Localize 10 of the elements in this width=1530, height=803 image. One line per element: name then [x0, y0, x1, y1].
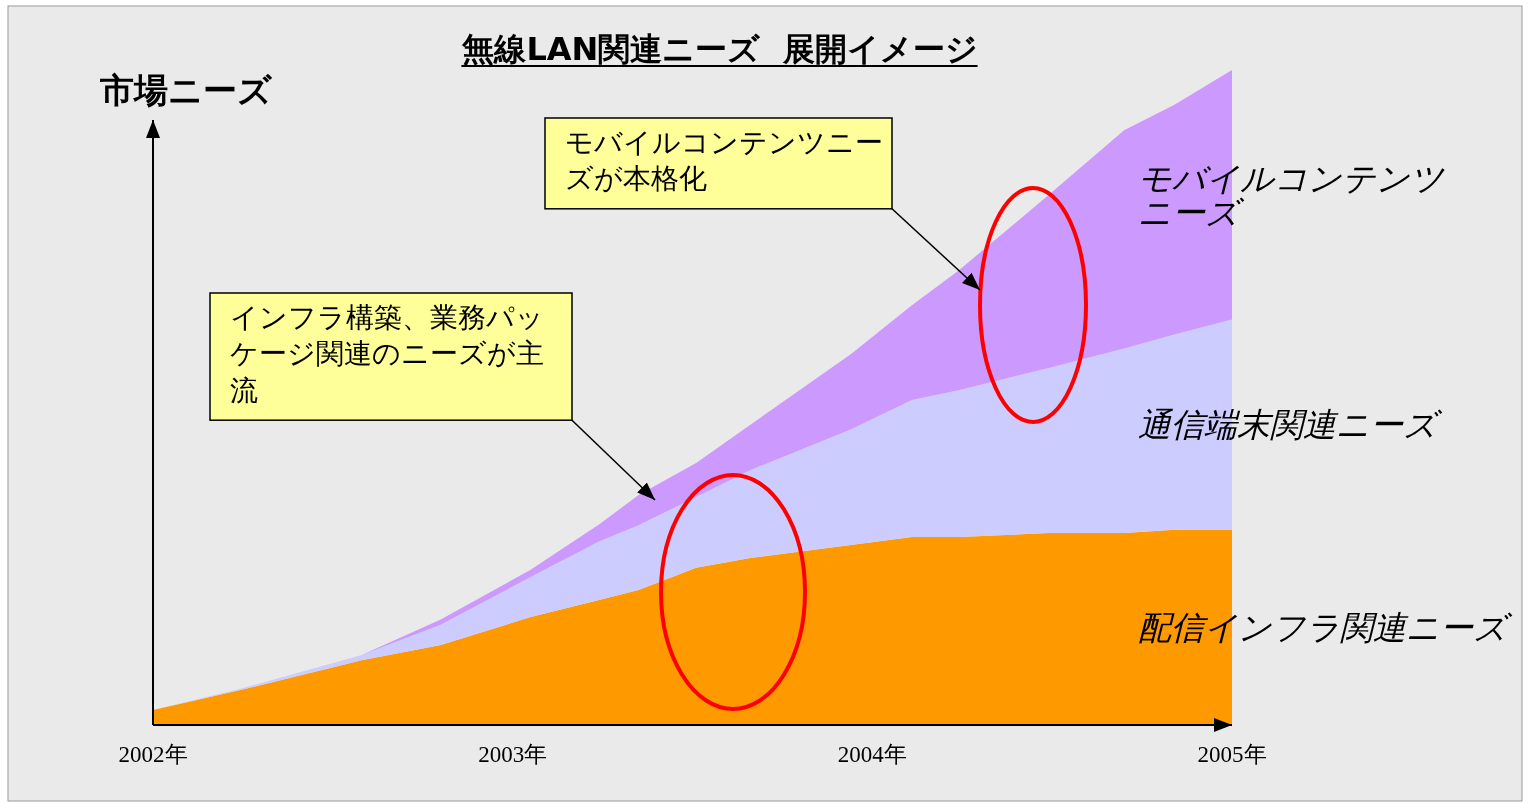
chart-title: 無線LAN関連ニーズ 展開イメージ: [461, 30, 978, 68]
x-tick-label: 2005年: [1197, 742, 1267, 767]
x-tick-label: 2002年: [118, 742, 188, 767]
x-tick-label: 2003年: [478, 742, 548, 767]
y-axis-title: 市場ニーズ: [99, 70, 273, 110]
annotation: インフラ構築、業務パッケージ関連のニーズが主流: [230, 301, 544, 407]
series-label: 通信端末関連ニーズ: [1138, 405, 1443, 445]
x-tick-label: 2004年: [837, 742, 907, 767]
annotation: モバイルコンテンツニーズが本格化: [565, 126, 883, 196]
series-label: モバイルコンテンツニーズ: [1138, 158, 1445, 233]
